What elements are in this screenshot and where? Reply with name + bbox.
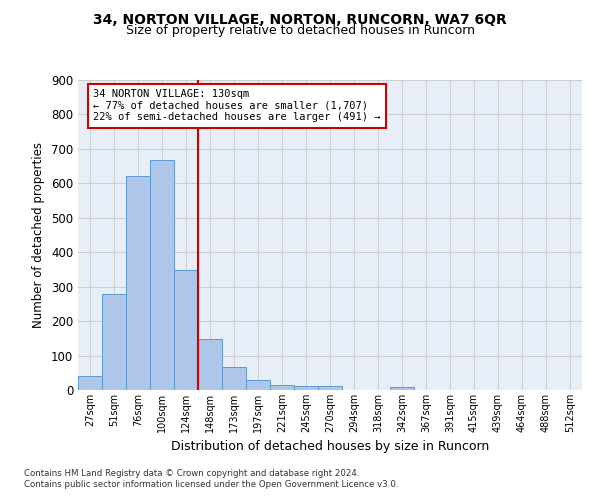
- Bar: [222, 368, 246, 390]
- Bar: [294, 386, 318, 390]
- Text: Size of property relative to detached houses in Runcorn: Size of property relative to detached ho…: [125, 24, 475, 37]
- Bar: [390, 386, 414, 390]
- Y-axis label: Number of detached properties: Number of detached properties: [32, 142, 46, 328]
- Text: 34, NORTON VILLAGE, NORTON, RUNCORN, WA7 6QR: 34, NORTON VILLAGE, NORTON, RUNCORN, WA7…: [93, 12, 507, 26]
- Text: Contains public sector information licensed under the Open Government Licence v3: Contains public sector information licen…: [24, 480, 398, 489]
- Bar: [198, 339, 222, 390]
- Bar: [102, 294, 126, 390]
- Bar: [174, 270, 198, 390]
- X-axis label: Distribution of detached houses by size in Runcorn: Distribution of detached houses by size …: [171, 440, 489, 454]
- Text: Contains HM Land Registry data © Crown copyright and database right 2024.: Contains HM Land Registry data © Crown c…: [24, 468, 359, 477]
- Text: 34 NORTON VILLAGE: 130sqm
← 77% of detached houses are smaller (1,707)
22% of se: 34 NORTON VILLAGE: 130sqm ← 77% of detac…: [93, 90, 380, 122]
- Bar: [126, 176, 150, 390]
- Bar: [246, 380, 270, 390]
- Bar: [318, 386, 342, 390]
- Bar: [78, 376, 102, 390]
- Bar: [270, 385, 294, 390]
- Bar: [150, 160, 174, 390]
